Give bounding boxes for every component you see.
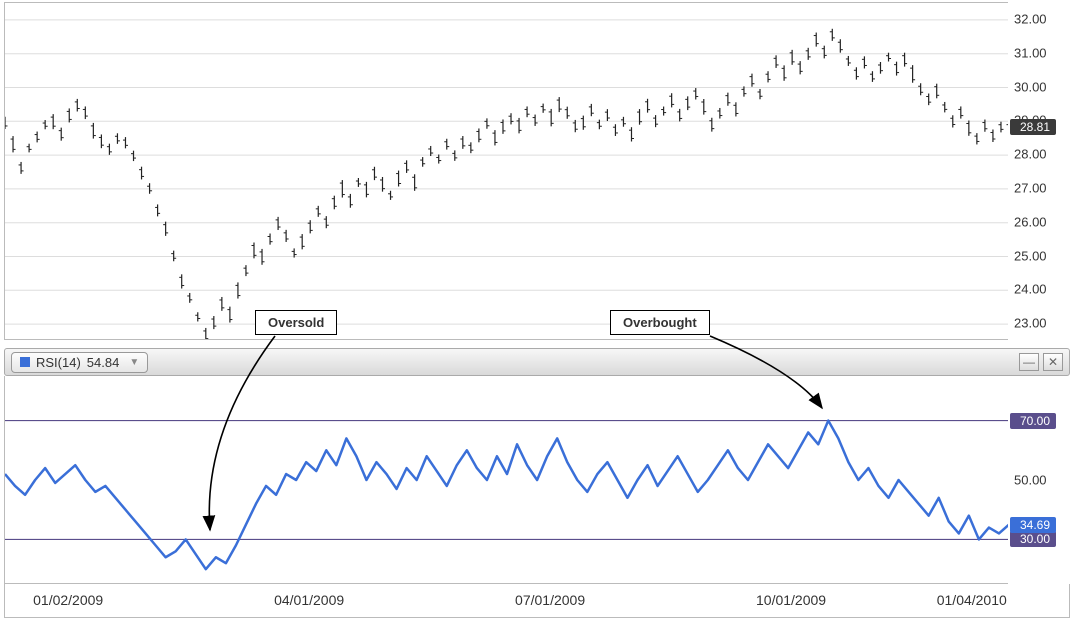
rsi-line: [5, 376, 1008, 583]
rsi-label: RSI(14): [36, 355, 81, 370]
rsi-chart-panel: [4, 376, 1008, 584]
rsi-header-bar: RSI(14) 54.84 ▼ — ✕: [4, 348, 1070, 376]
chevron-down-icon: ▼: [129, 357, 139, 368]
oversold-label: Oversold: [268, 315, 324, 330]
oversold-callout: Oversold: [255, 310, 337, 335]
price-line: [5, 3, 1008, 339]
price-y-tick: 23.00: [1014, 316, 1047, 331]
x-axis: 01/02/2009 04/01/2009 07/01/2009 10/01/2009…: [4, 584, 1070, 618]
x-axis-tick: 07/01/2009: [515, 592, 585, 608]
rsi-indicator-chip[interactable]: RSI(14) 54.84 ▼: [11, 352, 148, 373]
rsi-band-tag: 70.00: [1010, 413, 1056, 429]
price-y-tick: 24.00: [1014, 282, 1047, 297]
price-y-tick: 32.00: [1014, 11, 1047, 26]
rsi-band-tag: 30.00: [1010, 531, 1056, 547]
x-axis-tick: 01/02/2009: [33, 592, 103, 608]
price-y-axis: 23.0024.0025.0026.0027.0028.0029.0030.00…: [1014, 2, 1078, 340]
rsi-last-value-tag: 34.69: [1010, 517, 1056, 533]
minimize-button[interactable]: —: [1019, 353, 1039, 371]
x-axis-tick: 10/01/2009: [756, 592, 826, 608]
rsi-y-axis: 50.0070.0030.0034.69: [1014, 376, 1078, 584]
rsi-header-value: 54.84: [87, 355, 120, 370]
rsi-color-swatch: [20, 357, 30, 367]
price-y-tick: 27.00: [1014, 180, 1047, 195]
x-axis-tick: 04/01/2009: [274, 592, 344, 608]
price-y-tick: 28.00: [1014, 147, 1047, 162]
overbought-label: Overbought: [623, 315, 697, 330]
price-y-tick: 26.00: [1014, 214, 1047, 229]
price-y-tick: 25.00: [1014, 248, 1047, 263]
rsi-y-tick: 50.00: [1014, 473, 1047, 488]
price-y-tick: 31.00: [1014, 45, 1047, 60]
price-chart-panel: [4, 2, 1008, 340]
x-axis-tick: 01/04/2010: [937, 592, 1007, 608]
price-y-tick: 30.00: [1014, 79, 1047, 94]
close-button[interactable]: ✕: [1043, 353, 1063, 371]
price-last-value-tag: 28.81: [1010, 119, 1056, 135]
overbought-callout: Overbought: [610, 310, 710, 335]
